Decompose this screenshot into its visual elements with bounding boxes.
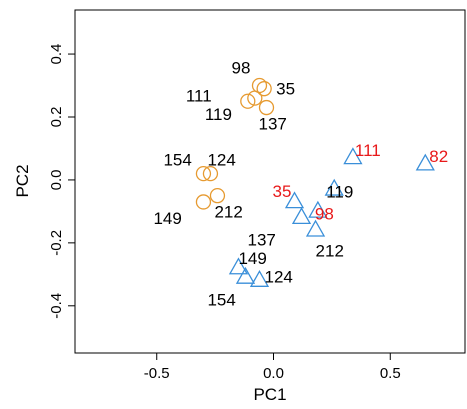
point-label: 137 [248,231,276,250]
point-marker-circle [247,90,263,106]
point-label: 111 [355,141,381,160]
point-label: 212 [214,203,242,222]
point-marker-circle [251,77,268,94]
point-marker-circle [256,81,272,97]
point-label: 98 [231,59,250,78]
point-label: 98 [315,204,334,223]
point-label: 137 [258,115,286,134]
point-label: 154 [163,151,191,170]
point-marker-circle [195,194,212,210]
point-marker-triangle [343,147,363,165]
x-tick-label: 0.5 [380,365,401,382]
point-label: 35 [276,80,295,99]
point-label: 154 [207,290,235,309]
point-label: 119 [205,105,232,124]
y-axis-title: PC2 [13,164,32,197]
point-label: 35 [273,182,292,201]
y-tick-label: -0.4 [48,293,65,319]
point-marker-triangle [228,257,249,275]
point-label: 149 [153,209,181,228]
y-tick-label: 0.2 [48,107,65,128]
point-label: 124 [264,268,292,287]
point-marker-triangle [235,266,256,284]
point-marker-circle [195,165,212,182]
y-tick-label: 0.0 [48,169,65,190]
point-marker-triangle [305,219,326,237]
y-tick-label: 0.4 [48,44,65,65]
point-marker-triangle [308,200,328,218]
point-marker-triangle [284,191,305,209]
point-label: 124 [207,151,235,170]
point-label: 82 [429,147,448,166]
point-marker-triangle [324,178,344,196]
x-tick-label: -0.5 [144,365,170,382]
axes: -0.5 0.0 0.5 -0.4 -0.2 0.0 0.2 0.4 [48,44,401,382]
point-label: 149 [238,249,266,268]
y-tick-label: -0.2 [48,230,65,256]
x-tick-label: 0.0 [263,365,284,382]
point-marker-circle [240,93,256,109]
point-marker-triangle [291,207,312,225]
x-axis-title: PC1 [253,385,286,404]
plot-frame [74,9,466,354]
point-label: 119 [326,182,353,201]
point-label: 212 [316,241,344,260]
point-label: 111 [186,86,212,105]
point-marker-circle [209,188,226,204]
point-marker-triangle [415,153,435,171]
point-marker-circle [202,165,219,182]
point-marker-circle [258,99,275,116]
point-marker-triangle [249,270,270,287]
